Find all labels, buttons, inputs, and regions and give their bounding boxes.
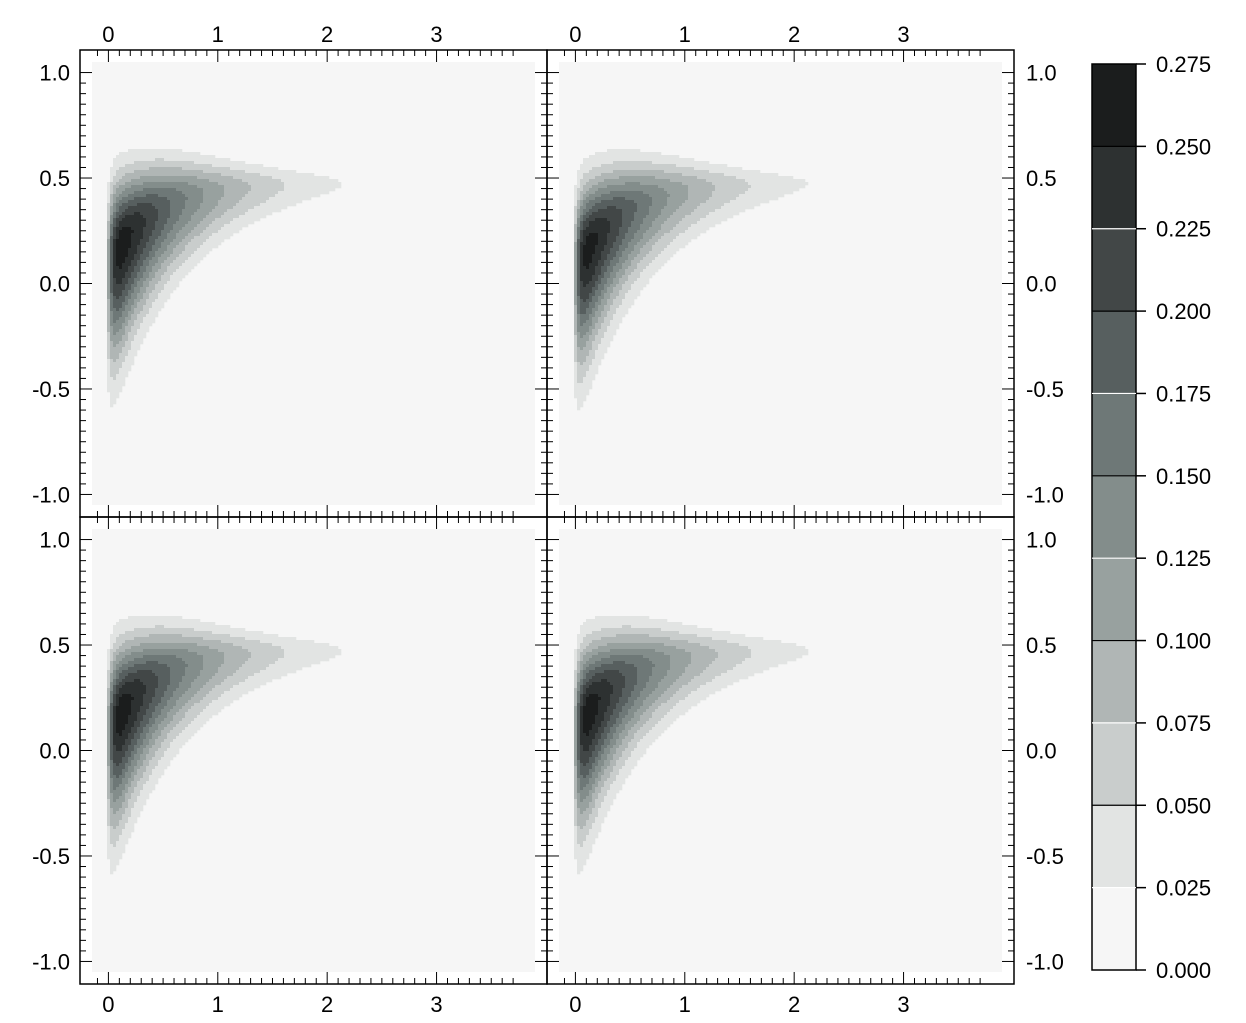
axis-ticks bbox=[547, 517, 1014, 984]
x-tick-label: 2 bbox=[321, 22, 333, 47]
colorbar-segment bbox=[1092, 228, 1136, 312]
x-tick-label: 0 bbox=[569, 992, 581, 1017]
y-tick-label: -0.5 bbox=[1026, 844, 1064, 869]
colorbar: 0.000 0.025 0.050 0.075 0.100 0.125 0.150 0.175… bbox=[1091, 52, 1211, 983]
y-tick-label: 1.0 bbox=[1026, 61, 1057, 86]
y-tick-label: -0.5 bbox=[32, 844, 70, 869]
panel-bottom-left: 0 1 2 3 -1.0 -0.5 0.0 0.5 1.0 bbox=[32, 516, 548, 1017]
y-tick-label: 1.0 bbox=[39, 61, 70, 86]
y-tick-label: 0.5 bbox=[39, 633, 70, 658]
y-tick-label: -0.5 bbox=[1026, 377, 1064, 402]
contour-fill bbox=[574, 149, 809, 411]
axis-ticks bbox=[547, 50, 1014, 517]
y-tick-label: 0.0 bbox=[39, 739, 70, 764]
x-tick-label: 0 bbox=[102, 992, 114, 1017]
y-tick-label: -1.0 bbox=[32, 482, 70, 507]
panel-bottom-right: 0 1 2 3 -1.0 -0.5 0.0 0.5 1.0 bbox=[546, 516, 1064, 1017]
x-tick-label: 1 bbox=[679, 22, 691, 47]
y-tick-label: 0.5 bbox=[1026, 633, 1057, 658]
colorbar-tick-label: 0.250 bbox=[1156, 134, 1211, 159]
y-tick-label: -1.0 bbox=[32, 949, 70, 974]
axis-ticks bbox=[80, 517, 547, 984]
colorbar-frame bbox=[1091, 63, 1137, 971]
colorbar-tick-label: 0.050 bbox=[1156, 793, 1211, 818]
y-tick-label: 0.0 bbox=[1026, 272, 1057, 297]
x-tick-label: 3 bbox=[897, 22, 909, 47]
y-tick-label: -1.0 bbox=[1026, 482, 1064, 507]
colorbar-tick-label: 0.175 bbox=[1156, 381, 1211, 406]
colorbar-tick-label: 0.150 bbox=[1156, 464, 1211, 489]
x-tick-label: 2 bbox=[788, 22, 800, 47]
x-tick-label: 0 bbox=[102, 22, 114, 47]
x-tick-label: 3 bbox=[430, 992, 442, 1017]
contour-fill bbox=[107, 616, 342, 875]
y-tick-label: -1.0 bbox=[1026, 949, 1064, 974]
x-tick-label: 1 bbox=[212, 992, 224, 1017]
panels-layer: 0 1 2 3 -1.0 -0.5 0.0 0.5 1.0 0 1 2 3 -1.0 -0.5 0.0 0.5 1… bbox=[32, 22, 1064, 1017]
x-tick-label: 2 bbox=[321, 992, 333, 1017]
colorbar-segment bbox=[1092, 722, 1136, 806]
colorbar-segment bbox=[1092, 64, 1136, 147]
y-tick-label: 1.0 bbox=[1026, 528, 1057, 553]
colorbar-tick-label: 0.025 bbox=[1156, 876, 1211, 901]
y-tick-label: 0.0 bbox=[1026, 739, 1057, 764]
x-tick-label: 1 bbox=[212, 22, 224, 47]
colorbar-segment bbox=[1092, 805, 1136, 889]
colorbar-segment bbox=[1092, 640, 1136, 724]
y-tick-label: 0.5 bbox=[39, 166, 70, 191]
colorbar-segment bbox=[1092, 311, 1136, 394]
colorbar-tick-label: 0.225 bbox=[1156, 217, 1211, 242]
colorbar-tick-label: 0.125 bbox=[1156, 546, 1211, 571]
colorbar-tick-label: 0.000 bbox=[1156, 958, 1211, 983]
colorbar-segment bbox=[1092, 475, 1136, 559]
contour-fill bbox=[574, 616, 809, 875]
x-tick-label: 3 bbox=[897, 992, 909, 1017]
x-tick-label: 2 bbox=[788, 992, 800, 1017]
contour-fill bbox=[107, 149, 342, 408]
colorbar-segment bbox=[1092, 393, 1136, 477]
axis-ticks bbox=[80, 50, 547, 517]
colorbar-tick-label: 0.100 bbox=[1156, 629, 1211, 654]
y-tick-label: 0.0 bbox=[39, 272, 70, 297]
x-tick-label: 1 bbox=[679, 992, 691, 1017]
colorbar-segment bbox=[1092, 887, 1136, 971]
panel-top-right: 0 1 2 3 -1.0 -0.5 0.0 0.5 1.0 bbox=[546, 22, 1064, 518]
colorbar-tick-label: 0.075 bbox=[1156, 711, 1211, 736]
x-tick-label: 0 bbox=[569, 22, 581, 47]
colorbar-tick-label: 0.275 bbox=[1156, 52, 1211, 77]
y-tick-label: 1.0 bbox=[39, 528, 70, 553]
panel-top-left: 0 1 2 3 -1.0 -0.5 0.0 0.5 1.0 bbox=[32, 22, 548, 518]
x-tick-label: 3 bbox=[430, 22, 442, 47]
colorbar-tick-label: 0.200 bbox=[1156, 299, 1211, 324]
colorbar-segment bbox=[1092, 558, 1136, 642]
y-tick-label: -0.5 bbox=[32, 377, 70, 402]
y-tick-label: 0.5 bbox=[1026, 166, 1057, 191]
colorbar-segment bbox=[1092, 146, 1136, 230]
